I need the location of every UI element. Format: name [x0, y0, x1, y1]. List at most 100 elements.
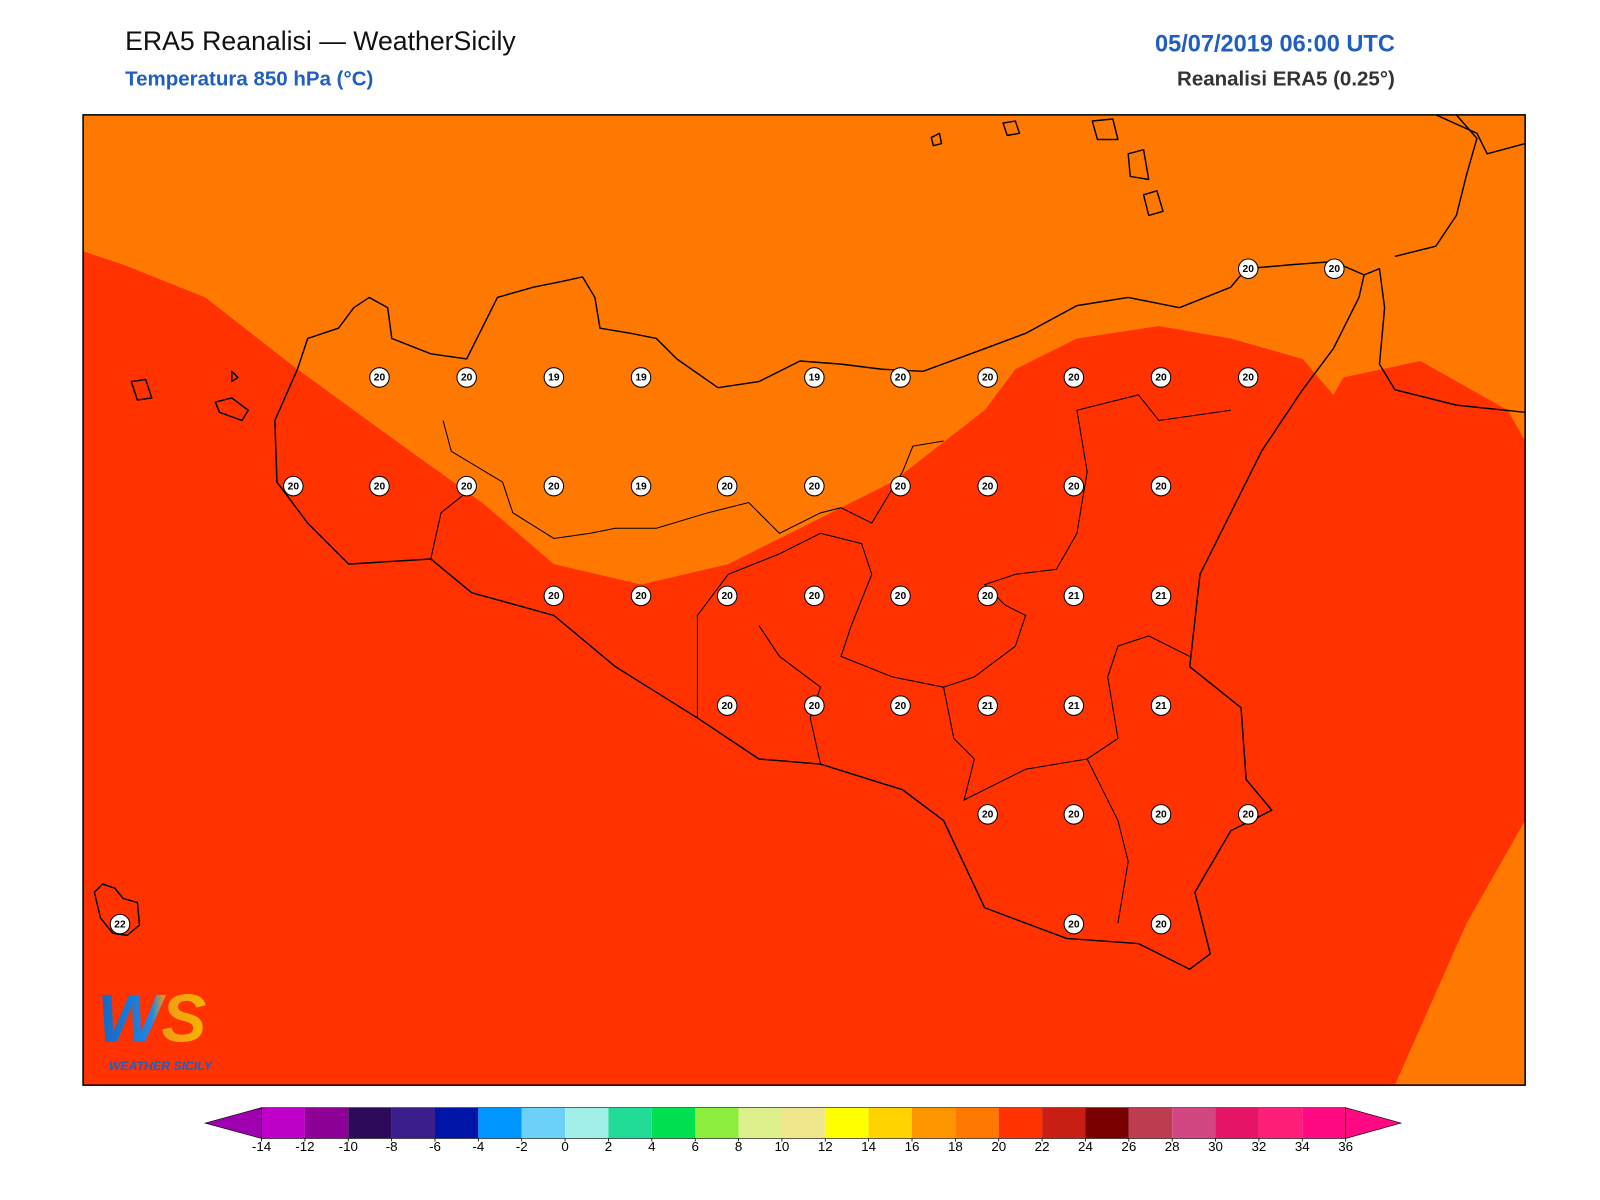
colorbar-bin [651, 1107, 696, 1139]
value-label: 20 [982, 810, 994, 821]
value-label: 20 [895, 591, 907, 602]
value-label: 20 [1155, 373, 1167, 384]
colorbar-bin [825, 1107, 869, 1139]
value-marker [630, 367, 652, 388]
colorbar-tick-label: 22 [1035, 1139, 1050, 1154]
map-area: 20 20 20 20 19 19 19 20 20 20 20 20 20 20 20 20 19 20 20 20… [83, 114, 1526, 1086]
value-marker [1063, 475, 1085, 497]
value-label: 19 [635, 481, 647, 492]
value-label: 20 [461, 481, 473, 492]
value-label: 20 [982, 373, 994, 384]
colorbar-tick-label: 4 [648, 1139, 656, 1154]
colorbar-extension [203, 1107, 262, 1139]
value-label: 20 [1243, 810, 1255, 821]
colorbar-bin [998, 1107, 1043, 1139]
colorbar-tick-label: -6 [429, 1139, 441, 1154]
colorbar-tick-label: -14 [252, 1139, 272, 1154]
value-marker [543, 585, 565, 607]
value-label: 20 [721, 701, 733, 712]
logo-initials: WS [97, 981, 206, 1056]
value-marker [890, 585, 911, 607]
mainland-coast [1363, 114, 1526, 414]
value-marker [1150, 367, 1172, 388]
value-marker [1063, 585, 1085, 607]
value-marker [369, 475, 390, 497]
value-marker [716, 475, 738, 497]
value-marker [543, 475, 565, 497]
value-label: 20 [1068, 919, 1080, 930]
value-label: 20 [895, 373, 907, 384]
colorbar-tick-label: 34 [1295, 1139, 1310, 1154]
value-label: 20 [1068, 810, 1080, 821]
value-label: 19 [548, 373, 560, 384]
value-marker [1324, 258, 1345, 279]
datetime: 05/07/2019 06:00 UTC [1155, 30, 1395, 56]
value-marker [1150, 913, 1172, 935]
value-label: 21 [1068, 701, 1080, 712]
value-label: 20 [374, 373, 386, 384]
value-marker [1150, 475, 1172, 497]
colorbar-bin [434, 1107, 479, 1139]
value-label: 19 [809, 373, 821, 384]
value-label: 20 [288, 481, 300, 492]
value-marker [1063, 913, 1085, 935]
value-marker [716, 695, 738, 716]
value-label: 20 [809, 701, 821, 712]
value-marker [804, 367, 825, 388]
colorbar-tick-label: 32 [1251, 1139, 1266, 1154]
colorbar-bin [1302, 1107, 1346, 1139]
colorbar-bin [738, 1107, 782, 1139]
colorbar-bin [608, 1107, 652, 1139]
value-marker [977, 585, 998, 607]
value-label: 20 [1155, 810, 1167, 821]
value-marker [1063, 367, 1085, 388]
colorbar-tick-label: 28 [1165, 1139, 1180, 1154]
value-label: 20 [895, 481, 907, 492]
colorbar-tick-label: 26 [1121, 1139, 1136, 1154]
temperature-field [83, 251, 1526, 1086]
value-label: 20 [548, 591, 560, 602]
colorbar-bin [521, 1107, 566, 1139]
colorbar-bin [1215, 1107, 1259, 1139]
value-label: 21 [1155, 701, 1167, 712]
value-label: 20 [809, 481, 821, 492]
value-marker [977, 804, 998, 825]
value-marker [1150, 804, 1172, 825]
value-marker [1063, 695, 1085, 716]
value-marker [1150, 585, 1172, 607]
value-marker [283, 475, 304, 497]
colorbar-bin [1258, 1107, 1303, 1139]
value-marker [804, 695, 825, 716]
value-marker [1237, 804, 1259, 825]
colorbar-bin [912, 1107, 956, 1139]
value-label: 20 [982, 481, 994, 492]
value-marker [456, 475, 477, 497]
island [93, 114, 1526, 937]
colorbar-tick-label: -12 [295, 1139, 314, 1154]
colorbar-bin [348, 1107, 392, 1139]
colorbar-tick-label: 16 [905, 1139, 920, 1154]
value-marker [890, 367, 911, 388]
value-label: 20 [982, 591, 994, 602]
colorbar-bin [565, 1107, 609, 1139]
value-label: 20 [1068, 481, 1080, 492]
colorbar-tick-label: 10 [774, 1139, 789, 1154]
value-label: 20 [461, 373, 473, 384]
colorbar-bin [781, 1107, 826, 1139]
colorbar-tick-label: 24 [1078, 1139, 1093, 1154]
colorbar-bin [1042, 1107, 1086, 1139]
colorbar-bin [478, 1107, 522, 1139]
colorbar-bin [391, 1107, 435, 1139]
colorbar-bin [1172, 1107, 1216, 1139]
value-label: 20 [1155, 919, 1167, 930]
value-marker [1237, 367, 1259, 388]
colorbar-tick-label: -10 [339, 1139, 358, 1154]
value-label: 20 [1329, 264, 1341, 275]
grid-values: 20 20 20 20 19 19 19 20 20 20 20 20 20 20 20 20 19 20 20 20… [109, 258, 1345, 935]
colorbar-tick-label: -2 [516, 1139, 528, 1154]
value-marker [716, 585, 738, 607]
value-marker [630, 475, 652, 497]
colorbar-frame [261, 1107, 1346, 1139]
colorbar-tick-label: 20 [991, 1139, 1006, 1154]
